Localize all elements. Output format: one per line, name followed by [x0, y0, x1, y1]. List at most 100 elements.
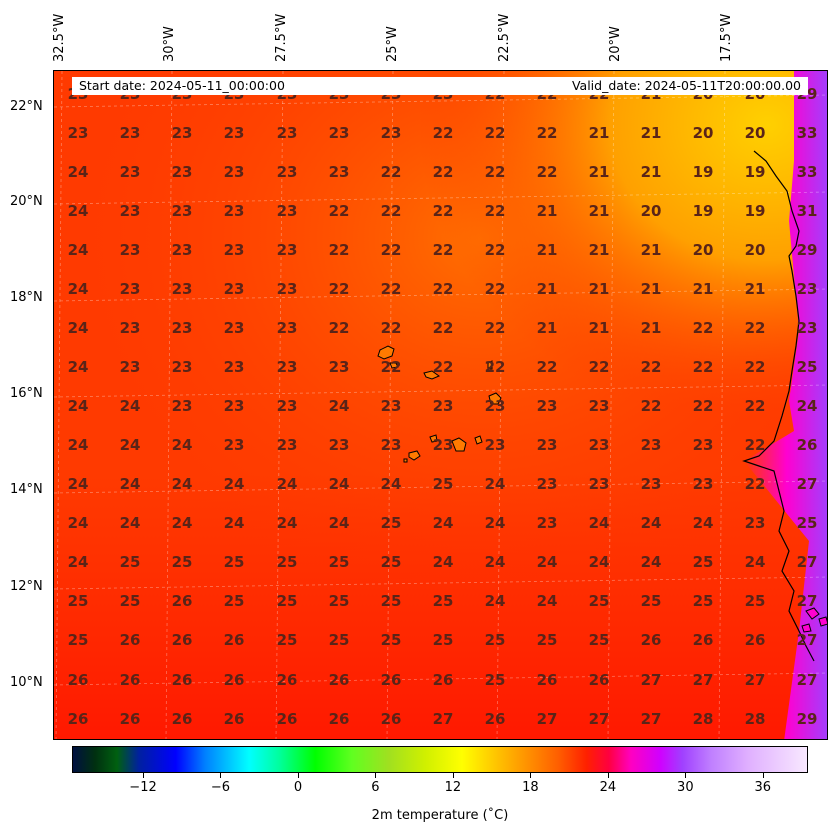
temperature-value: 19 [692, 202, 714, 220]
temperature-value: 23 [276, 241, 298, 259]
temperature-value: 22 [328, 202, 350, 220]
colorbar [72, 746, 808, 773]
temperature-value: 23 [223, 163, 245, 181]
temperature-value: 23 [744, 514, 766, 532]
temperature-value: 25 [640, 592, 662, 610]
temperature-value: 24 [171, 475, 193, 493]
temperature-value: 26 [223, 631, 245, 649]
temperature-value: 22 [380, 202, 402, 220]
temperature-value: 27 [692, 671, 714, 689]
map-frame [53, 70, 828, 740]
temperature-value: 26 [171, 710, 193, 728]
temperature-value: 21 [640, 124, 662, 142]
temperature-value: 24 [67, 358, 89, 376]
colorbar-tick-mark [375, 773, 377, 778]
temperature-value: 28 [744, 710, 766, 728]
longitude-label: 17.5°W [719, 13, 734, 62]
coastline [742, 150, 815, 662]
temperature-value: 26 [380, 710, 402, 728]
temperature-value: 33 [796, 124, 818, 142]
temperature-value: 20 [692, 124, 714, 142]
temperature-value: 27 [796, 553, 818, 571]
colorbar-tick-label: 24 [599, 780, 617, 795]
temperature-value: 25 [484, 671, 506, 689]
temperature-value: 21 [588, 202, 610, 220]
temperature-value: 22 [432, 202, 454, 220]
temperature-value: 26 [171, 671, 193, 689]
temperature-value: 23 [171, 280, 193, 298]
temperature-value: 21 [588, 280, 610, 298]
temperature-value: 22 [328, 241, 350, 259]
colorbar-tick-mark [530, 773, 532, 778]
temperature-value: 20 [744, 124, 766, 142]
temperature-value: 22 [484, 319, 506, 337]
temperature-value: 24 [380, 475, 402, 493]
temperature-value: 20 [692, 241, 714, 259]
temperature-value: 22 [380, 319, 402, 337]
temperature-value: 26 [692, 631, 714, 649]
colorbar-tick-label: 18 [522, 780, 539, 795]
temperature-value: 25 [380, 592, 402, 610]
temperature-value: 22 [380, 358, 402, 376]
temperature-value: 22 [432, 280, 454, 298]
temperature-value: 24 [171, 514, 193, 532]
temperature-value: 24 [588, 553, 610, 571]
temperature-value: 22 [380, 280, 402, 298]
temperature-value: 26 [223, 671, 245, 689]
temperature-value: 25 [119, 553, 141, 571]
temperature-value: 26 [276, 671, 298, 689]
temperature-value: 24 [223, 514, 245, 532]
date-info-box: Start date: 2024-05-11_00:00:00 Valid_da… [72, 77, 808, 95]
temperature-value: 22 [692, 358, 714, 376]
temperature-value: 23 [276, 124, 298, 142]
temperature-value: 22 [536, 124, 558, 142]
temperature-value: 23 [171, 124, 193, 142]
temperature-value: 23 [119, 163, 141, 181]
temperature-value: 22 [744, 397, 766, 415]
temperature-value: 24 [67, 436, 89, 454]
temperature-value: 26 [119, 671, 141, 689]
temperature-value: 21 [640, 163, 662, 181]
temperature-value: 21 [536, 280, 558, 298]
temperature-value: 24 [744, 553, 766, 571]
temperature-value: 23 [328, 358, 350, 376]
temperature-value: 33 [796, 163, 818, 181]
temperature-value: 22 [640, 358, 662, 376]
temperature-value: 24 [67, 163, 89, 181]
temperature-value: 23 [276, 280, 298, 298]
temperature-value: 25 [223, 553, 245, 571]
temperature-value: 24 [328, 475, 350, 493]
valid-date-label: Valid_date: 2024-05-11T20:00:00.00 [571, 78, 801, 93]
temperature-value: 23 [171, 241, 193, 259]
temperature-value: 26 [171, 592, 193, 610]
temperature-value: 26 [328, 710, 350, 728]
temperature-value: 21 [536, 319, 558, 337]
temperature-value: 23 [276, 319, 298, 337]
longitude-label: 32.5°W [52, 13, 67, 62]
temperature-value: 23 [536, 436, 558, 454]
temperature-value: 26 [67, 710, 89, 728]
temperature-value: 25 [692, 553, 714, 571]
temperature-value: 23 [223, 358, 245, 376]
temperature-value: 23 [171, 397, 193, 415]
temperature-value: 26 [744, 631, 766, 649]
temperature-value: 21 [640, 319, 662, 337]
temperature-field [54, 71, 827, 739]
temperature-value: 21 [640, 241, 662, 259]
temperature-value: 22 [380, 241, 402, 259]
temperature-value: 23 [223, 124, 245, 142]
temperature-value: 26 [796, 436, 818, 454]
temperature-value: 23 [171, 163, 193, 181]
temperature-value: 23 [276, 436, 298, 454]
temperature-value: 23 [484, 397, 506, 415]
temperature-value: 22 [484, 280, 506, 298]
temperature-value: 19 [744, 163, 766, 181]
temperature-value: 26 [380, 671, 402, 689]
temperature-value: 26 [484, 710, 506, 728]
temperature-value: 25 [796, 514, 818, 532]
temperature-value: 23 [380, 397, 402, 415]
temperature-value: 26 [328, 671, 350, 689]
temperature-value: 25 [223, 592, 245, 610]
temperature-value: 26 [276, 710, 298, 728]
temperature-value: 27 [796, 592, 818, 610]
